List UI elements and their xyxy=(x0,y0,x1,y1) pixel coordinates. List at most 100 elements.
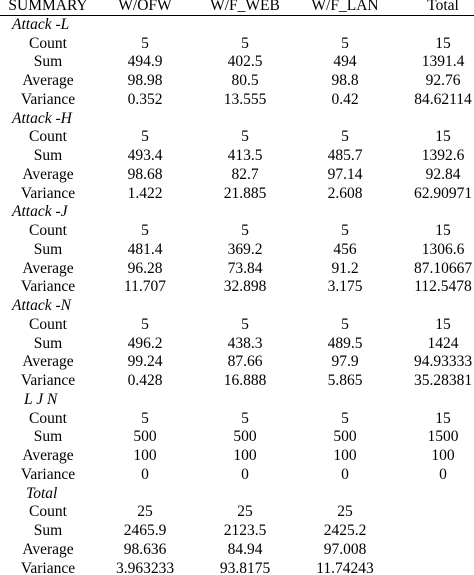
value-cell: 1392.6 xyxy=(421,147,465,164)
row-label: Sum xyxy=(33,147,63,164)
group-title: Attack -N xyxy=(12,297,71,314)
header-cell: Total xyxy=(427,0,459,14)
value-cell: 13.555 xyxy=(223,90,267,108)
value-cell: 493.4 xyxy=(127,147,163,164)
row-label: Sum xyxy=(33,334,63,352)
row-label: Average xyxy=(22,259,74,277)
value-cell: 82.7 xyxy=(231,165,259,183)
value-cell: 1500 xyxy=(427,428,459,446)
value-cell: 500 xyxy=(233,428,257,446)
value-cell: 0.42 xyxy=(331,90,359,108)
header-cell: W/OFW xyxy=(118,0,172,14)
value-cell: 0.428 xyxy=(127,372,163,389)
value-cell: 11.707 xyxy=(123,278,167,296)
value-cell: 93.8175 xyxy=(219,559,271,575)
value-cell: 2.608 xyxy=(327,184,363,202)
value-cell: 5 xyxy=(241,315,249,333)
row-label: Variance xyxy=(20,184,76,202)
value-cell: 0 xyxy=(439,465,447,483)
value-cell: 1424 xyxy=(427,334,459,352)
value-cell: 0.352 xyxy=(127,90,163,108)
group-title: Attack -H xyxy=(12,109,72,127)
value-cell: 15 xyxy=(435,128,451,146)
value-cell: 5 xyxy=(341,222,349,239)
value-cell: 35.28381 xyxy=(413,372,473,389)
value-cell: 1.422 xyxy=(127,184,163,202)
value-cell: 99.24 xyxy=(127,353,163,371)
value-cell: 402.5 xyxy=(227,53,263,71)
value-cell: 98.636 xyxy=(123,540,167,558)
value-cell: 84.94 xyxy=(227,540,263,558)
group-title: L J N xyxy=(24,390,58,408)
value-cell: 5.865 xyxy=(327,372,363,389)
value-cell: 485.7 xyxy=(327,147,363,164)
value-cell: 32.898 xyxy=(223,278,267,296)
value-cell: 5 xyxy=(141,409,149,427)
value-cell: 5 xyxy=(341,34,349,52)
row-label: Variance xyxy=(20,559,76,575)
row-label: Average xyxy=(22,72,74,89)
row-label: Average xyxy=(22,165,74,183)
row-label: Sum xyxy=(33,240,63,258)
value-cell: 100 xyxy=(431,447,455,464)
value-cell: 5 xyxy=(241,222,249,239)
value-cell: 1306.6 xyxy=(421,240,465,258)
value-cell: 15 xyxy=(435,222,451,239)
group-title: Attack -J xyxy=(12,203,68,221)
header-cell: W/F_WEB xyxy=(210,0,280,14)
value-cell: 0 xyxy=(241,465,249,483)
value-cell: 2123.5 xyxy=(223,522,267,539)
value-cell: 0 xyxy=(341,465,349,483)
value-cell: 5 xyxy=(341,409,349,427)
row-label: Average xyxy=(22,540,74,558)
row-label: Count xyxy=(29,409,67,427)
row-label: Sum xyxy=(33,428,63,446)
value-cell: 5 xyxy=(141,34,149,52)
value-cell: 456 xyxy=(333,240,357,258)
row-label: Count xyxy=(29,503,67,521)
value-cell: 100 xyxy=(333,447,357,464)
value-cell: 5 xyxy=(241,409,249,427)
value-cell: 413.5 xyxy=(227,147,263,164)
row-label: Variance xyxy=(20,278,76,296)
header-cell: W/F_LAN xyxy=(311,0,379,14)
value-cell: 494.9 xyxy=(127,53,163,71)
value-cell: 25 xyxy=(137,503,153,521)
value-cell: 92.84 xyxy=(425,165,461,183)
value-cell: 25 xyxy=(237,503,253,521)
value-cell: 5 xyxy=(341,128,349,146)
row-label: Sum xyxy=(33,53,63,71)
value-cell: 87.66 xyxy=(227,353,263,371)
row-label: Sum xyxy=(33,522,63,539)
row-label: Count xyxy=(29,315,67,333)
value-cell: 98.68 xyxy=(127,165,163,183)
group-title: Total xyxy=(26,484,58,502)
value-cell: 91.2 xyxy=(331,259,359,277)
value-cell: 97.9 xyxy=(331,353,359,371)
value-cell: 112.5478 xyxy=(414,278,472,296)
value-cell: 100 xyxy=(233,447,257,464)
row-label: Variance xyxy=(20,90,76,108)
value-cell: 25 xyxy=(337,503,353,521)
value-cell: 481.4 xyxy=(127,240,163,258)
value-cell: 489.5 xyxy=(327,334,363,352)
row-label: Variance xyxy=(20,465,76,483)
value-cell: 73.84 xyxy=(227,259,263,277)
value-cell: 80.5 xyxy=(231,72,259,89)
value-cell: 5 xyxy=(141,128,149,146)
value-cell: 92.76 xyxy=(425,72,461,89)
value-cell: 500 xyxy=(133,428,157,446)
header-rule xyxy=(0,14,474,16)
value-cell: 3.175 xyxy=(327,278,363,296)
value-cell: 100 xyxy=(133,447,157,464)
row-label: Variance xyxy=(20,372,76,389)
value-cell: 97.008 xyxy=(323,540,367,558)
value-cell: 5 xyxy=(241,34,249,52)
value-cell: 21.885 xyxy=(223,184,267,202)
value-cell: 5 xyxy=(241,128,249,146)
value-cell: 3.963233 xyxy=(115,559,175,575)
value-cell: 84.62114 xyxy=(414,90,472,108)
value-cell: 98.8 xyxy=(331,72,359,89)
value-cell: 5 xyxy=(141,222,149,239)
